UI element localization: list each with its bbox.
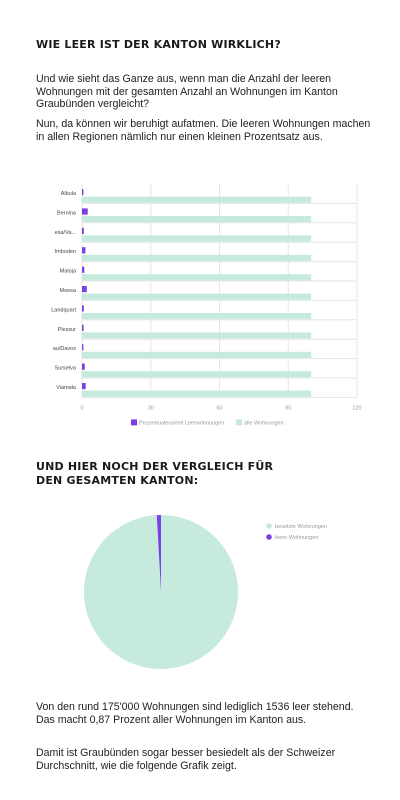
bar-chart: 0 30 60 90 120 Albula Bernina esa/Va... Imboden M… xyxy=(51,184,362,426)
x-tick-label: 0 xyxy=(80,405,83,411)
bar-all-apartments xyxy=(82,216,312,223)
pie-legend-swatch xyxy=(266,534,272,540)
bar-all-apartments xyxy=(82,332,312,339)
category-label: Albula xyxy=(61,191,77,197)
bar-empty-share xyxy=(82,227,84,234)
bar-empty-share xyxy=(82,324,84,331)
category-label: Plessur xyxy=(58,327,77,333)
bar-all-apartments xyxy=(82,390,312,397)
legend-swatch-empty xyxy=(131,419,137,426)
category-label: Surselva xyxy=(55,366,77,372)
bar-all-apartments xyxy=(82,371,312,378)
bar-all-apartments xyxy=(82,351,312,358)
x-tick-label: 120 xyxy=(352,405,361,411)
bar-all-apartments xyxy=(82,313,312,320)
section-title-1: WIE LEER IST DER KANTON WIRKLICH? xyxy=(36,38,281,51)
outro-paragraph-2: Damit ist Graubünden sogar besser besied… xyxy=(36,747,336,772)
legend-label-empty: Prozentualeranteil Leerwohnungen xyxy=(139,420,224,426)
bar-empty-share xyxy=(82,266,85,273)
pie-chart: besetzte Wohnungen leere Wohnungen xyxy=(83,515,327,669)
bar-empty-share xyxy=(82,344,84,351)
x-tick-label: 90 xyxy=(285,405,291,411)
legend-swatch-all xyxy=(236,419,242,426)
category-label: esa/Va... xyxy=(55,230,77,236)
bar-empty-share xyxy=(82,189,84,196)
legend-label-all: alle Wohnungen xyxy=(244,420,284,426)
category-label: au/Davos xyxy=(53,346,76,352)
category-label: Viamala xyxy=(56,385,77,391)
outro-paragraph-1: Von den rund 175'000 Wohnungen sind ledi… xyxy=(36,701,354,726)
section-title-2: UND HIER NOCH DER VERGLEICH FÜR DEN GESA… xyxy=(36,460,366,488)
category-label: Maloja xyxy=(60,269,77,275)
category-label: Moesa xyxy=(59,288,76,294)
bar-empty-share xyxy=(82,247,86,254)
section-title-2-line-2: DEN GESAMTEN KANTON: xyxy=(36,474,199,487)
category-label: Imboden xyxy=(55,249,76,255)
bar-all-apartments xyxy=(82,196,312,203)
intro-paragraph-2: Nun, da können wir beruhigt aufatmen. Di… xyxy=(36,118,371,143)
section-title-2-line-1: UND HIER NOCH DER VERGLEICH FÜR xyxy=(36,460,274,473)
bar-all-apartments xyxy=(82,293,312,300)
category-label: Bernina xyxy=(57,210,77,216)
pie-legend-label: besetzte Wohnungen xyxy=(275,524,327,530)
pie-legend-swatch xyxy=(266,523,272,529)
bar-all-apartments xyxy=(82,254,312,261)
bar-all-apartments xyxy=(82,235,312,242)
category-label: Landquart xyxy=(51,307,76,313)
bar-empty-share xyxy=(82,383,86,390)
pie-legend-label: leere Wohnungen xyxy=(275,535,318,541)
bar-empty-share xyxy=(82,363,85,370)
x-tick-label: 60 xyxy=(216,405,222,411)
bar-empty-share xyxy=(82,305,84,312)
x-tick-label: 30 xyxy=(148,405,154,411)
bar-empty-share xyxy=(82,286,87,293)
intro-paragraph-1: Und wie sieht das Ganze aus, wenn man di… xyxy=(36,73,338,110)
bar-all-apartments xyxy=(82,274,312,281)
bar-empty-share xyxy=(82,208,88,215)
pie-slice-occupied xyxy=(83,515,238,669)
pie-slice-empty xyxy=(156,515,161,592)
